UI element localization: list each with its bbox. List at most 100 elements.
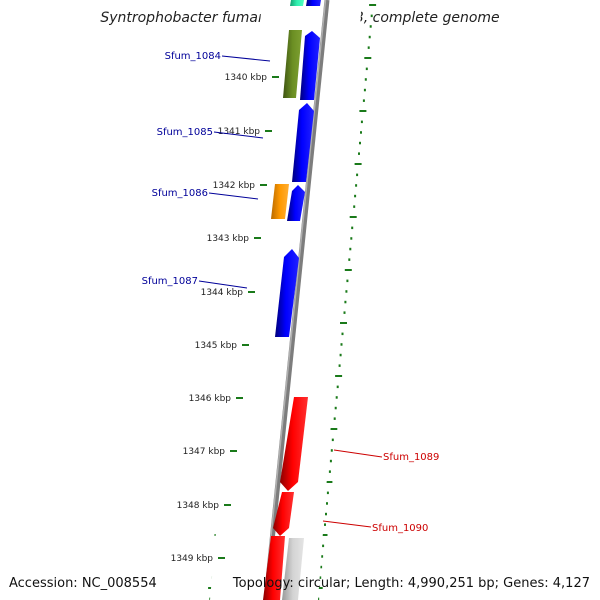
outer-ring-dot (328, 470, 331, 473)
outer-ring-dot (362, 99, 365, 102)
gene-leader-line (333, 449, 383, 458)
feature-top-blue-cds (306, 0, 321, 6)
outer-ring-dot (333, 417, 336, 420)
gene-leader-line (221, 55, 271, 62)
outer-ring-dot (329, 459, 332, 463)
outer-ring-dot (369, 4, 377, 6)
gene-label-sfum-1089[interactable]: Sfum_1089 (383, 452, 439, 463)
feature-teal-cds (290, 0, 304, 6)
ruler-tick (236, 397, 243, 399)
outer-ring-dot (359, 141, 361, 145)
outer-ring-dot (348, 258, 351, 261)
outer-ring-dot (360, 120, 363, 124)
ruler-label: 1343 kbp (207, 234, 250, 244)
gene-label-sfum-1090[interactable]: Sfum_1090 (372, 523, 428, 534)
gene-label-sfum-1087[interactable]: Sfum_1087 (142, 276, 198, 287)
ruler-label: 1342 kbp (213, 181, 256, 191)
ruler-tick (218, 557, 225, 559)
outer-ring-dot (349, 247, 352, 251)
gene-leader-line (208, 192, 259, 200)
outer-ring-dot (367, 46, 370, 49)
ruler-tick (260, 184, 267, 186)
outer-ring-dot (370, 14, 373, 18)
feature-sfum1089-cds (280, 397, 308, 491)
gene-leader-line (213, 131, 264, 139)
outer-ring-dot (341, 332, 344, 336)
outer-ring-dot (355, 184, 358, 187)
gene-label-sfum-1084[interactable]: Sfum_1084 (165, 51, 221, 62)
outer-ring-dot (349, 216, 357, 218)
outer-ring-dot (335, 375, 343, 377)
outer-ring-dot (353, 205, 356, 208)
outer-ring-dot (320, 534, 328, 536)
outer-ring-dot (359, 110, 367, 112)
accession-label: Accession: NC_008554 (9, 576, 157, 591)
outer-ring-dot (350, 237, 353, 240)
gene-leader-line (322, 520, 372, 528)
gene-label-sfum-1086[interactable]: Sfum_1086 (152, 188, 208, 199)
ruler-label: 1344 kbp (201, 288, 244, 298)
feature-sfum1084-cds (300, 31, 320, 100)
feature-bottom-gray-cds (282, 538, 304, 600)
ruler-label: 1346 kbp (189, 394, 232, 404)
backbone-line (263, 0, 330, 600)
outer-ring-dot (330, 449, 333, 452)
outer-ring-dot (336, 385, 339, 389)
ruler-tick (248, 291, 255, 293)
outer-ring-dot (346, 279, 349, 283)
outer-ring-dot (358, 152, 360, 155)
outer-ring-dot (319, 576, 322, 579)
feature-sfum1086-cds (287, 185, 305, 221)
outer-ring-dot (343, 311, 346, 314)
outer-ring-dot (334, 406, 337, 410)
feature-sfum1085-cds (292, 103, 314, 182)
ruler-label: 1348 kbp (177, 501, 220, 511)
outer-ring-dot (326, 491, 329, 495)
ruler-label: 1349 kbp (171, 554, 214, 564)
feature-olive-cds (283, 30, 302, 98)
outer-ring-dot (325, 481, 333, 483)
outer-ring-dot (365, 67, 368, 71)
ruler: 1340 kbp 1341 kbp 1342 kbp 1343 kbp 1344 kbp… (171, 73, 279, 564)
outer-ring-dot (345, 290, 348, 293)
outer-ring-dot (320, 565, 323, 569)
gene-leader-line (198, 280, 248, 289)
outer-ring-dot (360, 131, 362, 134)
outer-ring-dot (331, 438, 334, 442)
ruler-tick (272, 76, 279, 78)
outer-ring-dot (326, 502, 328, 505)
outer-ring-dot (339, 353, 342, 357)
outer-ring-dot (322, 544, 325, 548)
outer-ring-dot (315, 587, 323, 589)
ruler-label: 1345 kbp (195, 341, 238, 351)
outer-ring-dot (321, 555, 324, 558)
ruler-tick (224, 504, 231, 506)
outer-ring-dot (344, 269, 352, 271)
outer-ring-dot (356, 173, 359, 177)
outer-ring-dot (330, 428, 338, 430)
ruler-label: 1347 kbp (183, 447, 226, 457)
outer-ring-dot (364, 57, 372, 59)
ruler-tick (265, 130, 272, 132)
ruler-tick (230, 450, 237, 452)
ruler-tick (254, 237, 261, 239)
feature-orange-cds (271, 184, 289, 219)
outer-ring-dot (325, 512, 327, 516)
genome-summary: Topology: circular; Length: 4,990,251 bp… (232, 576, 590, 591)
outer-ring-dot (363, 88, 366, 92)
outer-ring-dot (317, 597, 320, 600)
gene-labels: Sfum_1084 Sfum_1085 Sfum_1086 Sfum_1087 Sfum… (142, 51, 440, 534)
outer-ring-dot (340, 343, 343, 346)
outer-tick-ring (315, 4, 377, 600)
feature-sfum1090-cds (273, 492, 294, 536)
ruler-label: 1340 kbp (225, 73, 268, 83)
outer-ring-dot (340, 322, 347, 324)
gene-label-sfum-1085[interactable]: Sfum_1085 (157, 127, 213, 138)
ruler-label: 1341 kbp (218, 127, 261, 137)
outer-ring-dot (364, 78, 367, 81)
feature-sfum1087-cds (275, 249, 299, 337)
outer-ring-dot (324, 523, 326, 526)
outer-ring-dot (351, 226, 354, 230)
ruler-tick (242, 344, 249, 346)
